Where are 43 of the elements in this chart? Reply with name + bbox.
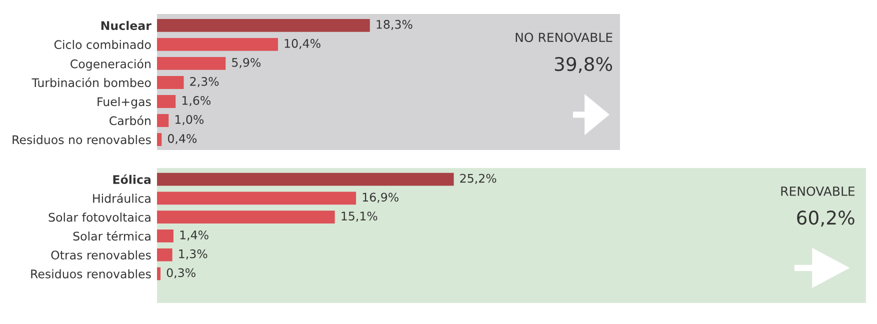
y-tick-label: Fuel+gas	[98, 97, 151, 108]
bar	[157, 133, 162, 146]
bar	[157, 56, 226, 70]
bar	[157, 192, 356, 205]
data-label: 0,3%	[166, 268, 196, 278]
annotation: NO RENOVABLE	[516, 32, 612, 42]
y-tick-label: Ciclo combinado	[54, 40, 151, 50]
bar	[157, 230, 174, 242]
bar	[157, 210, 335, 224]
bar	[157, 114, 169, 127]
annotation: RENOVABLE	[781, 186, 855, 196]
y-tick-label: Turbinación bombeo	[32, 78, 151, 88]
bar	[157, 172, 454, 186]
data-label: 2,3%	[190, 76, 219, 88]
y-tick-label: Eólica	[113, 174, 151, 184]
data-label: 18,3%	[376, 20, 412, 30]
bar	[157, 95, 176, 108]
data-label: 0,4%	[168, 134, 197, 144]
y-tick-label: Carbón	[110, 116, 150, 126]
annotation: 60,2%	[797, 210, 854, 227]
data-label: 16,9%	[362, 192, 398, 203]
data-label: 1,4%	[180, 230, 208, 241]
data-label: 15,1%	[342, 212, 378, 222]
data-label: 1,0%	[175, 115, 204, 126]
data-label: 10,4%	[284, 38, 320, 50]
data-label: 1,3%	[179, 249, 208, 260]
annotation: 39,8%	[554, 56, 612, 74]
data-label: 1,6%	[182, 96, 211, 106]
y-tick-label: Solar fotovoltaica	[48, 212, 150, 222]
bar	[157, 18, 370, 32]
y-tick-label: Solar térmica	[73, 231, 150, 241]
y-tick-label: Nuclear	[101, 20, 152, 30]
y-tick-label: Cogeneración	[70, 58, 150, 71]
bar	[157, 76, 184, 89]
data-label: 5,9%	[232, 58, 261, 68]
data-label: 25,2%	[460, 174, 496, 184]
y-tick-label: Residuos no renovables	[12, 135, 151, 144]
bar	[157, 248, 172, 262]
bar	[157, 38, 278, 51]
bar	[157, 267, 161, 280]
y-tick-label: Residuos renovables	[31, 269, 151, 278]
y-tick-label: Otras renovables	[51, 250, 151, 260]
y-tick-label: Hidráulica	[93, 193, 150, 203]
